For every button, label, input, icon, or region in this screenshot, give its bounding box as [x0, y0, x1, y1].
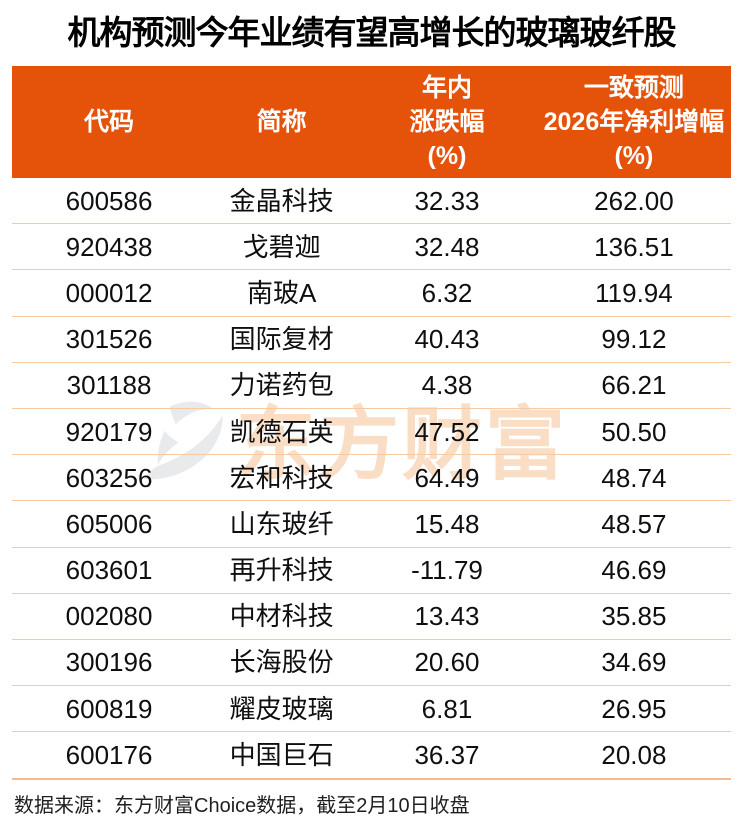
cell-change: 6.81 [421, 693, 473, 724]
cell-code: 600176 [65, 740, 153, 771]
table-row: 603256 宏和科技 64.49 48.74 [12, 455, 731, 502]
table-body: 600586 金晶科技 32.33 262.00 920438 戈碧迦 32.4… [12, 178, 731, 778]
cell-name: 中材科技 [229, 601, 334, 632]
cell-forecast: 26.95 [601, 693, 667, 724]
cell-change: 40.43 [414, 324, 480, 355]
data-source-note: 数据来源：东方财富Choice数据，截至2月10日收盘 [12, 778, 731, 818]
cell-change: 13.43 [414, 601, 480, 632]
cell-name: 凯德石英 [229, 416, 334, 447]
cell-name: 山东玻纤 [229, 508, 334, 539]
cell-forecast: 66.21 [601, 370, 667, 401]
cell-code: 301526 [65, 324, 153, 355]
cell-forecast: 48.57 [601, 508, 667, 539]
cell-name: 宏和科技 [229, 462, 334, 493]
table-row: 301526 国际复材 40.43 99.12 [12, 317, 731, 363]
table-row: 605006 山东玻纤 15.48 48.57 [12, 501, 731, 548]
table-row: 603601 再升科技 -11.79 46.69 [12, 548, 731, 594]
cell-forecast: 20.08 [601, 740, 667, 771]
cell-forecast: 46.69 [601, 555, 667, 586]
cell-code: 603601 [65, 555, 153, 586]
cell-code: 000012 [65, 277, 153, 308]
header-change-line2: 涨跌幅 [409, 108, 485, 136]
cell-change: 32.33 [414, 185, 480, 216]
cell-forecast: 136.51 [594, 231, 674, 262]
cell-forecast: 99.12 [601, 324, 667, 355]
header-forecast-line3: (%) [614, 142, 654, 170]
header-forecast-line2: 2026年净利增幅 [543, 108, 725, 136]
header-forecast-line1: 一致预测 [583, 74, 684, 102]
table-row: 600586 金晶科技 32.33 262.00 [12, 178, 731, 225]
cell-code: 600586 [65, 185, 153, 216]
header-name-label: 简称 [256, 108, 307, 136]
cell-change: 6.32 [421, 277, 473, 308]
cell-change: 32.48 [414, 231, 480, 262]
cell-name: 中国巨石 [229, 740, 334, 771]
cell-forecast: 50.50 [601, 416, 667, 447]
header-cell-name: 简称 [206, 66, 357, 178]
table-row: 000012 南玻A 6.32 119.94 [12, 270, 731, 317]
cell-code: 920438 [65, 231, 153, 262]
cell-name: 金晶科技 [229, 185, 334, 216]
page-title: 机构预测今年业绩有望高增长的玻璃玻纤股 [67, 14, 677, 51]
cell-change: 64.49 [414, 462, 480, 493]
cell-name: 南玻A [246, 277, 317, 308]
cell-change: -11.79 [411, 555, 483, 586]
table-row: 301188 力诺药包 4.38 66.21 [12, 363, 731, 409]
table-row: 920438 戈碧迦 32.48 136.51 [12, 224, 731, 271]
cell-forecast: 119.94 [595, 277, 673, 308]
cell-change: 36.37 [414, 740, 480, 771]
stock-table: 代码 简称 年内 涨跌幅 (%) 一致预测 2026年净利增幅 (%) [12, 66, 731, 778]
header-change-line3: (%) [427, 142, 467, 170]
table-row: 600819 耀皮玻璃 6.81 26.95 [12, 686, 731, 733]
header-cell-forecast: 一致预测 2026年净利增幅 (%) [537, 66, 731, 178]
cell-forecast: 34.69 [601, 647, 667, 678]
cell-name: 力诺药包 [229, 370, 334, 401]
table-row: 920179 凯德石英 47.52 50.50 [12, 409, 731, 456]
table-row: 002080 中材科技 13.43 35.85 [12, 594, 731, 640]
cell-name: 戈碧迦 [242, 231, 321, 262]
cell-name: 再升科技 [229, 555, 334, 586]
cell-code: 300196 [65, 647, 153, 678]
cell-code: 301188 [66, 370, 152, 401]
header-change-line1: 年内 [421, 74, 472, 102]
cell-forecast: 35.85 [601, 601, 667, 632]
cell-name: 国际复材 [229, 324, 334, 355]
cell-forecast: 48.74 [601, 462, 667, 493]
cell-change: 4.38 [421, 370, 473, 401]
header-code-label: 代码 [84, 108, 135, 136]
cell-name: 长海股份 [229, 647, 334, 678]
cell-code: 920179 [65, 416, 153, 447]
cell-change: 47.52 [414, 416, 480, 447]
cell-change: 20.60 [414, 647, 480, 678]
cell-code: 002080 [65, 601, 153, 632]
cell-code: 605006 [65, 508, 153, 539]
table-row: 300196 长海股份 20.60 34.69 [12, 640, 731, 687]
cell-forecast: 262.00 [594, 185, 674, 216]
table-header: 代码 简称 年内 涨跌幅 (%) 一致预测 2026年净利增幅 (%) [12, 66, 731, 178]
cell-code: 600819 [65, 693, 153, 724]
table-row: 600176 中国巨石 36.37 20.08 [12, 732, 731, 778]
cell-name: 耀皮玻璃 [229, 693, 334, 724]
cell-code: 603256 [65, 462, 153, 493]
header-cell-change: 年内 涨跌幅 (%) [357, 66, 537, 178]
cell-change: 15.48 [414, 508, 480, 539]
header-cell-code: 代码 [12, 66, 206, 178]
